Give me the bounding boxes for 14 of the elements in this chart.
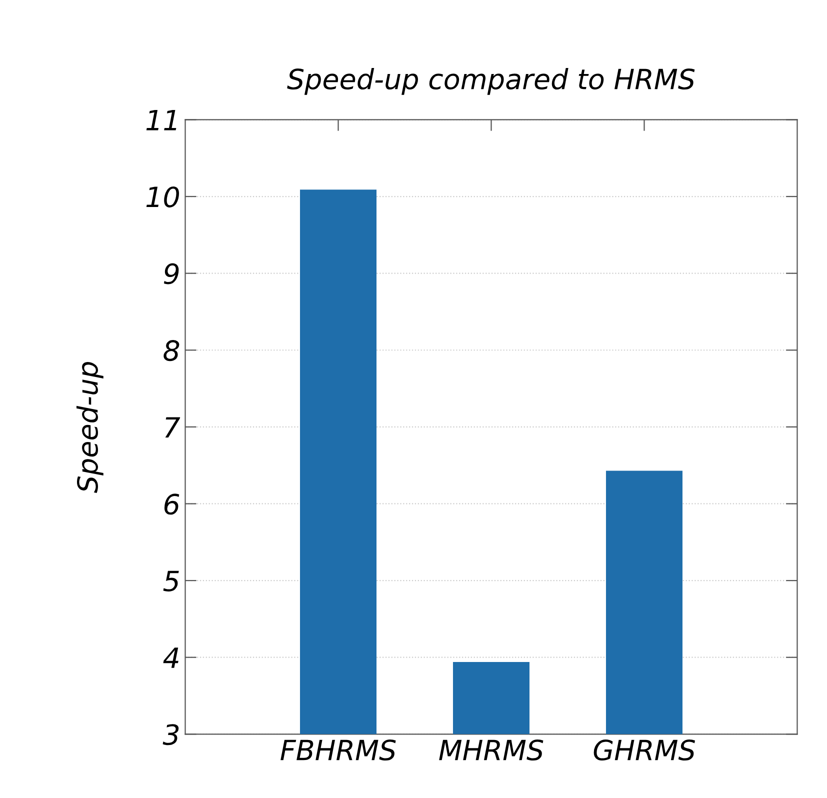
x-tick-label: FBHRMS bbox=[280, 740, 396, 761]
y-tick-label: 4 bbox=[163, 648, 178, 668]
y-tick-label: 11 bbox=[146, 110, 176, 130]
y-tick-label: 3 bbox=[162, 724, 179, 746]
y-tick-label: 8 bbox=[164, 340, 180, 362]
y-tick-label: 9 bbox=[164, 263, 179, 284]
x-tick-label: MHRMS bbox=[439, 740, 544, 761]
y-tick-label: 7 bbox=[165, 417, 180, 438]
x-tick-label: GHRMS bbox=[594, 740, 696, 761]
chart-title: Speed-up compared to HRMS bbox=[287, 68, 695, 95]
y-tick-label: 5 bbox=[163, 570, 179, 592]
y-tick-label: 10 bbox=[146, 186, 179, 208]
y-tick-label: 6 bbox=[164, 494, 180, 515]
y-axis-title: Speed-up bbox=[76, 362, 104, 493]
